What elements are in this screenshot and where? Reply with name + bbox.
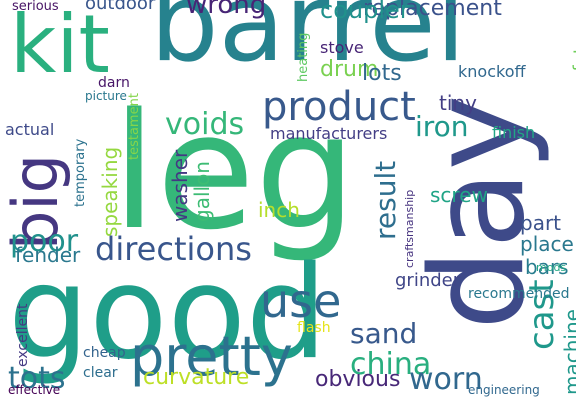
word-good: good xyxy=(8,239,328,388)
word-outdoor: outdoor xyxy=(85,0,156,14)
word-gallon: gallon xyxy=(190,161,214,222)
word-clear: clear xyxy=(83,365,118,381)
word-product: product xyxy=(262,84,416,130)
word-worn: worn xyxy=(409,362,483,397)
word-bars: bars xyxy=(525,255,569,279)
word-safety: safety xyxy=(570,36,576,92)
word-screw: screw xyxy=(430,183,488,207)
word-tiny: tiny xyxy=(439,91,477,115)
word-darn: darn xyxy=(98,75,130,91)
word-grinder: grinder xyxy=(395,270,461,291)
word-fender: fender xyxy=(15,243,81,267)
word-china: china xyxy=(350,347,432,382)
word-speaking: speaking xyxy=(98,146,122,237)
word-temporary: temporary xyxy=(73,138,88,207)
word-recommended: recommended xyxy=(468,286,570,302)
word-machine: machine xyxy=(560,309,576,395)
word-finish: finish xyxy=(492,123,536,142)
word-craftsmanship: craftsmanship xyxy=(403,189,416,268)
word-result: result xyxy=(369,160,402,240)
word-lots: lots xyxy=(362,61,402,86)
word-barrel: barrel xyxy=(150,0,466,86)
word-testament: testament xyxy=(127,93,142,160)
word-cheap: cheap xyxy=(83,345,126,361)
word-drum: drum xyxy=(320,57,379,82)
word-kit: kit xyxy=(10,0,110,91)
word-use: use xyxy=(260,274,342,328)
word-voids: voids xyxy=(165,107,245,142)
word-heating: heating xyxy=(296,32,311,82)
word-leg: leg xyxy=(112,78,357,265)
word-washer: washer xyxy=(168,149,192,222)
word-picture: picture xyxy=(85,89,127,103)
word-stove: stove xyxy=(320,38,364,57)
word-tots: tots xyxy=(8,361,66,396)
word-inch: inch xyxy=(258,198,300,222)
word-coupler: coupler xyxy=(320,0,410,24)
word-flash: flash xyxy=(297,320,331,336)
word-replacement: replacement xyxy=(363,0,502,21)
word-obvious: obvious xyxy=(315,367,401,392)
word-serious: serious xyxy=(12,0,59,14)
word-knockoff: knockoff xyxy=(458,62,526,81)
word-directions: directions xyxy=(95,230,252,268)
word-pretty: pretty xyxy=(130,325,293,388)
word-manufacturers: manufacturers xyxy=(270,124,388,143)
word-actual: actual xyxy=(5,120,55,139)
word-curvature: curvature xyxy=(143,365,250,390)
word-sand: sand xyxy=(350,317,418,350)
word-effective: effective xyxy=(8,383,61,397)
word-excellent: excellent xyxy=(15,303,31,367)
word-mods: mods xyxy=(536,261,567,274)
word-part: part xyxy=(520,211,562,235)
word-place: place xyxy=(520,232,574,256)
word-wrong: wrong xyxy=(186,0,267,20)
word-poor: poor xyxy=(10,224,79,259)
word-iron: iron xyxy=(415,110,469,143)
word-engineering: engineering xyxy=(468,383,540,397)
